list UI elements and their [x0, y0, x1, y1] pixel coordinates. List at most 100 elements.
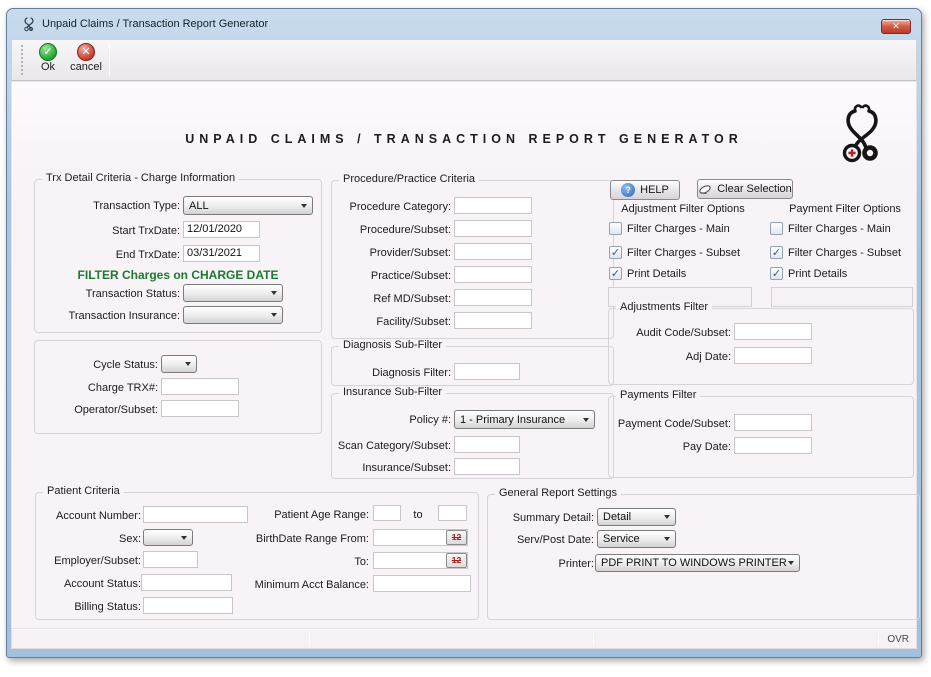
- transaction-type-dropdown[interactable]: ALL: [183, 196, 313, 215]
- ok-button[interactable]: ✓ Ok: [28, 43, 68, 73]
- group-general-report-settings: General Report Settings Summary Detail: …: [487, 487, 920, 620]
- checkbox-icon[interactable]: [609, 246, 622, 259]
- policy-number-dropdown[interactable]: 1 - Primary Insurance: [454, 410, 595, 429]
- transaction-insurance-dropdown[interactable]: [183, 306, 283, 324]
- help-button[interactable]: ? HELP: [610, 180, 680, 200]
- account-number-field[interactable]: [143, 506, 248, 523]
- procedure-subset-field[interactable]: [454, 220, 532, 237]
- toolbar: ✓ Ok ✕ cancel: [11, 39, 917, 81]
- employer-subset-label: Employer/Subset:: [54, 555, 141, 567]
- statusbar-separator: [593, 632, 594, 646]
- audit-code-field[interactable]: [734, 323, 812, 340]
- pay-date-field[interactable]: [734, 437, 812, 454]
- titlebar: Unpaid Claims / Transaction Report Gener…: [11, 9, 917, 39]
- cancel-button-label: cancel: [70, 61, 102, 73]
- birthdate-to-field[interactable]: 12: [373, 552, 468, 569]
- close-button[interactable]: ✕: [881, 19, 911, 34]
- facility-subset-field[interactable]: [454, 312, 532, 329]
- adj-filter-charges-subset-checkbox[interactable]: Filter Charges - Subset: [609, 246, 740, 259]
- transaction-status-dropdown[interactable]: [183, 284, 283, 302]
- adjustment-options-title: Adjustment Filter Options: [621, 203, 745, 215]
- group-title: Diagnosis Sub-Filter: [339, 339, 447, 351]
- account-status-field[interactable]: [141, 574, 232, 591]
- calendar-icon[interactable]: 12: [446, 553, 467, 568]
- end-trxdate-label: End TrxDate:: [115, 249, 180, 261]
- pay-filter-charges-subset-checkbox[interactable]: Filter Charges - Subset: [770, 246, 901, 259]
- insurance-subset-field[interactable]: [454, 458, 520, 475]
- cycle-status-dropdown[interactable]: [161, 355, 197, 373]
- start-trxdate-label: Start TrxDate:: [112, 225, 180, 237]
- operator-subset-field[interactable]: [161, 400, 239, 417]
- checkbox-label: Print Details: [788, 267, 848, 280]
- page-title: UNPAID CLAIMS / TRANSACTION REPORT GENER…: [185, 132, 743, 146]
- pay-print-details-checkbox[interactable]: Print Details: [770, 267, 847, 280]
- summary-detail-label: Summary Detail:: [512, 512, 594, 524]
- titlebar-stethoscope-icon: [24, 17, 34, 32]
- practice-subset-field[interactable]: [454, 266, 532, 283]
- printer-dropdown[interactable]: PDF PRINT TO WINDOWS PRINTER: [595, 554, 800, 572]
- billing-status-field[interactable]: [143, 597, 233, 614]
- adj-filter-charges-main-checkbox[interactable]: Filter Charges - Main: [609, 222, 730, 235]
- scan-category-field[interactable]: [454, 436, 520, 453]
- checkbox-icon[interactable]: [609, 267, 622, 280]
- clear-selection-button[interactable]: Clear Selection: [697, 179, 793, 199]
- operator-subset-label: Operator/Subset:: [74, 404, 158, 416]
- group-patient-criteria: Patient Criteria Account Number: Sex: Em…: [35, 485, 479, 620]
- transaction-type-label: Transaction Type:: [93, 200, 180, 212]
- transaction-type-value: ALL: [189, 199, 209, 212]
- payment-code-field[interactable]: [734, 414, 812, 431]
- min-acct-balance-field[interactable]: [373, 575, 471, 592]
- sex-label: Sex:: [118, 533, 141, 545]
- group-payments-filter: Payments Filter Payment Code/Subset: Pay…: [608, 389, 914, 478]
- summary-detail-dropdown[interactable]: Detail: [597, 508, 676, 526]
- chevron-down-icon: [181, 535, 187, 540]
- practice-subset-label: Practice/Subset:: [370, 270, 451, 282]
- provider-subset-label: Provider/Subset:: [369, 247, 451, 259]
- ref-md-subset-field[interactable]: [454, 289, 532, 306]
- filter-charges-note: FILTER Charges on CHARGE DATE: [77, 268, 279, 282]
- end-trxdate-field[interactable]: 03/31/2021: [183, 245, 260, 262]
- summary-detail-value: Detail: [603, 511, 632, 523]
- age-to-word: to: [413, 509, 423, 521]
- min-acct-balance-label: Minimum Acct Balance:: [254, 579, 369, 591]
- chevron-down-icon: [664, 537, 670, 541]
- patient-age-range-label: Patient Age Range:: [274, 509, 369, 521]
- group-trx-detail-criteria: Trx Detail Criteria - Charge Information…: [34, 172, 322, 333]
- group-title: Procedure/Practice Criteria: [339, 173, 480, 185]
- diagnosis-filter-field[interactable]: [454, 363, 520, 380]
- calendar-icon[interactable]: 12: [446, 530, 467, 545]
- printer-label: Printer:: [558, 558, 594, 570]
- chevron-down-icon: [301, 203, 307, 208]
- checkbox-icon[interactable]: [609, 222, 622, 235]
- charge-trx-field[interactable]: [161, 378, 239, 395]
- checkbox-label: Filter Charges - Main: [788, 222, 891, 235]
- checkbox-label: Filter Charges - Subset: [788, 246, 902, 259]
- serv-post-date-dropdown[interactable]: Service: [597, 530, 676, 548]
- group-insurance-subfilter: Insurance Sub-Filter Policy #: 1 - Prima…: [331, 386, 614, 479]
- adj-date-field[interactable]: [734, 347, 812, 364]
- age-from-field[interactable]: [373, 505, 401, 521]
- transaction-status-label: Transaction Status:: [85, 288, 180, 300]
- birthdate-from-field[interactable]: 12: [373, 529, 468, 546]
- checkbox-icon[interactable]: [770, 267, 783, 280]
- toolbar-grip-handle[interactable]: [21, 45, 23, 75]
- pay-filter-charges-main-checkbox[interactable]: Filter Charges - Main: [770, 222, 891, 235]
- checkbox-icon[interactable]: [770, 222, 783, 235]
- sex-dropdown[interactable]: [143, 529, 193, 546]
- procedure-category-field[interactable]: [454, 197, 532, 214]
- checkbox-icon[interactable]: [770, 246, 783, 259]
- adj-print-details-checkbox[interactable]: Print Details: [609, 267, 686, 280]
- ovr-indicator: OVR: [887, 634, 909, 645]
- procedure-category-label: Procedure Category:: [349, 201, 452, 213]
- provider-subset-field[interactable]: [454, 243, 532, 260]
- ok-button-label: Ok: [40, 61, 56, 73]
- employer-subset-field[interactable]: [143, 551, 198, 568]
- audit-code-label: Audit Code/Subset:: [636, 327, 731, 339]
- group-title: Insurance Sub-Filter: [339, 386, 447, 398]
- start-trxdate-field[interactable]: 12/01/2020: [183, 221, 260, 238]
- cancel-x-icon: ✕: [77, 43, 95, 61]
- billing-status-label: Billing Status:: [74, 601, 141, 613]
- age-to-field[interactable]: [438, 505, 467, 521]
- group-diagnosis-subfilter: Diagnosis Sub-Filter Diagnosis Filter:: [331, 339, 614, 386]
- cancel-button[interactable]: ✕ cancel: [66, 43, 106, 73]
